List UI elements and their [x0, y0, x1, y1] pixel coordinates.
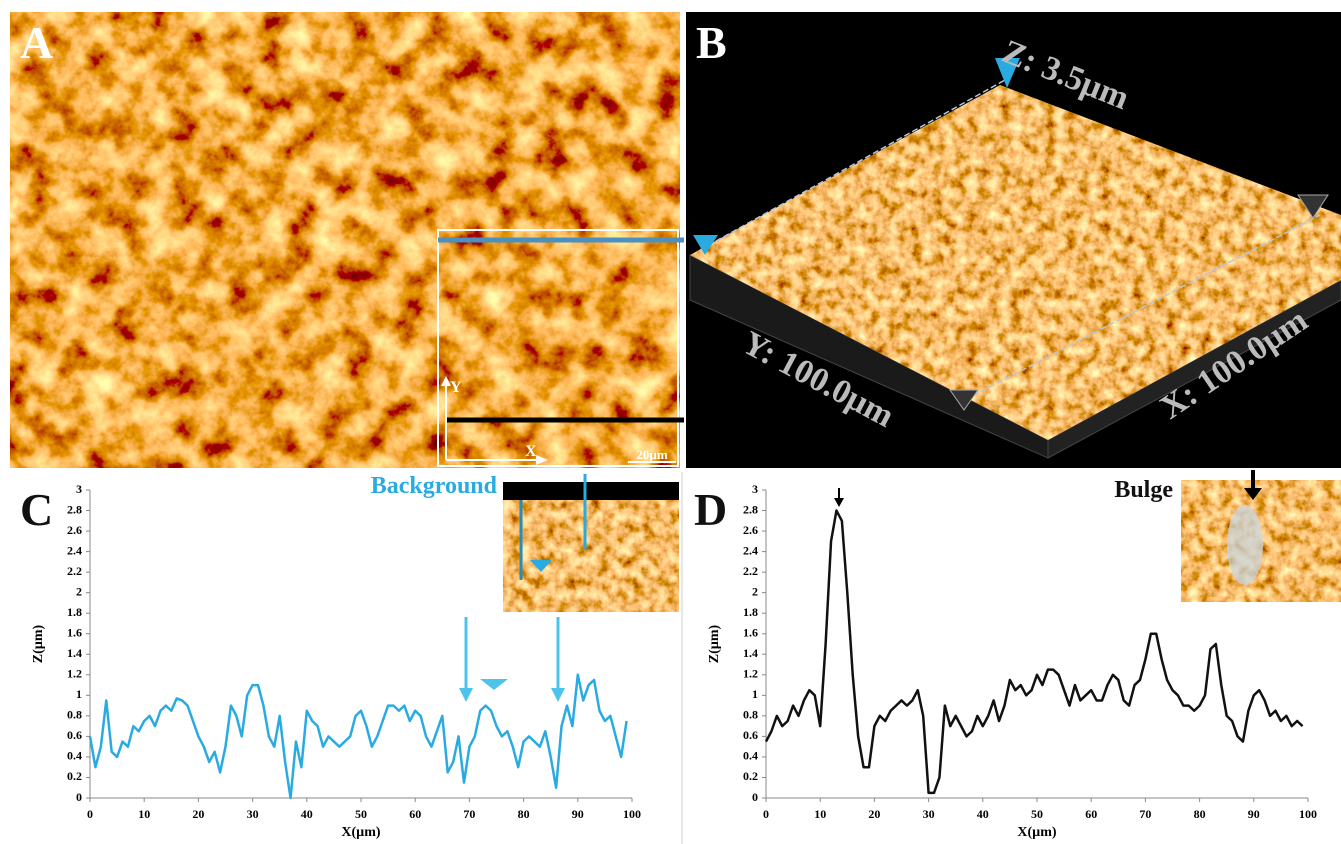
panel-label: A — [20, 17, 53, 68]
y-tick-label: 2.4 — [67, 543, 82, 557]
x-tick-label: 60 — [409, 807, 421, 821]
annotation: Bulge — [1114, 477, 1173, 503]
inset-c — [503, 474, 679, 612]
x-tick-label: 20 — [868, 807, 880, 821]
y-tick-label: 1.8 — [743, 605, 758, 619]
y-tick-label: 1.2 — [67, 667, 82, 681]
y-axis-title: Z(µm) — [31, 624, 46, 663]
x-tick-label: 30 — [923, 807, 935, 821]
x-tick-label: 30 — [247, 807, 259, 821]
bulge — [1227, 505, 1263, 585]
x-tick-label: 70 — [463, 807, 475, 821]
axis-x-label: X — [525, 443, 537, 460]
figure: Y X 20µm A Z: 3.5µm Y: 100.0µm X: 100.0µ… — [0, 0, 1341, 844]
x-tick-label: 20 — [192, 807, 204, 821]
x-tick-label: 80 — [1194, 807, 1206, 821]
x-tick-label: 40 — [977, 807, 989, 821]
x-tick-label: 50 — [355, 807, 367, 821]
x-tick-label: 0 — [87, 807, 93, 821]
x-axis-title: X(µm) — [1017, 825, 1057, 840]
x-tick-label: 70 — [1139, 807, 1151, 821]
x-tick-label: 0 — [763, 807, 769, 821]
y-tick-label: 2.6 — [67, 523, 82, 537]
x-tick-label: 90 — [1248, 807, 1260, 821]
panel-label: D — [694, 484, 727, 535]
arrow-head — [459, 688, 473, 702]
y-tick-label: 3 — [76, 482, 82, 496]
y-tick-label: 2 — [752, 584, 758, 598]
y-tick-label: 0.8 — [67, 708, 82, 722]
arrow-head — [834, 498, 844, 507]
panel-a: Y X 20µm A — [10, 12, 684, 468]
y-tick-label: 0 — [76, 790, 82, 804]
y-tick-label: 0.8 — [743, 708, 758, 722]
panel-label: C — [20, 484, 53, 535]
x-tick-label: 50 — [1031, 807, 1043, 821]
x-tick-label: 10 — [814, 807, 826, 821]
data-line — [90, 675, 627, 798]
y-tick-label: 0.2 — [743, 769, 758, 783]
x-tick-label: 10 — [138, 807, 150, 821]
x-tick-label: 90 — [572, 807, 584, 821]
scale-bar-label: 20µm — [636, 447, 667, 462]
x-tick-label: 100 — [1299, 807, 1317, 821]
panel-b: Z: 3.5µm Y: 100.0µm X: 100.0µm B — [686, 12, 1341, 468]
y-axis-title: Z(µm) — [707, 624, 722, 663]
y-tick-label: 1.6 — [743, 625, 758, 639]
marker — [480, 679, 508, 690]
y-tick-label: 1.4 — [743, 646, 758, 660]
y-tick-label: 1.8 — [67, 605, 82, 619]
arrow-head — [551, 688, 565, 702]
axis-y-label: Y — [450, 379, 462, 396]
x-tick-label: 100 — [623, 807, 641, 821]
x-tick-label: 80 — [518, 807, 530, 821]
y-tick-label: 1.2 — [743, 667, 758, 681]
y-tick-label: 0.4 — [67, 749, 82, 763]
y-tick-label: 0.4 — [743, 749, 758, 763]
y-tick-label: 2 — [76, 584, 82, 598]
y-tick-label: 0.2 — [67, 769, 82, 783]
panel-label: B — [696, 17, 727, 68]
y-tick-label: 2.8 — [743, 502, 758, 516]
y-tick-label: 0.6 — [67, 728, 82, 742]
x-tick-label: 60 — [1085, 807, 1097, 821]
y-tick-label: 2.6 — [743, 523, 758, 537]
y-tick-label: 3 — [752, 482, 758, 496]
y-tick-label: 2.4 — [743, 543, 758, 557]
y-tick-label: 1.6 — [67, 625, 82, 639]
y-tick-label: 1 — [76, 687, 82, 701]
y-tick-label: 2.2 — [743, 564, 758, 578]
page: Y X 20µm A Z: 3.5µm Y: 100.0µm X: 100.0µ… — [0, 0, 1341, 844]
y-tick-label: 0 — [752, 790, 758, 804]
y-tick-label: 2.2 — [67, 564, 82, 578]
inset-d — [1181, 470, 1341, 602]
annotation: Background — [371, 473, 498, 499]
y-tick-label: 0.6 — [743, 728, 758, 742]
x-axis-title: X(µm) — [341, 825, 381, 840]
y-tick-label: 2.8 — [67, 502, 82, 516]
x-tick-label: 40 — [301, 807, 313, 821]
y-tick-label: 1.4 — [67, 646, 82, 660]
y-tick-label: 1 — [752, 687, 758, 701]
